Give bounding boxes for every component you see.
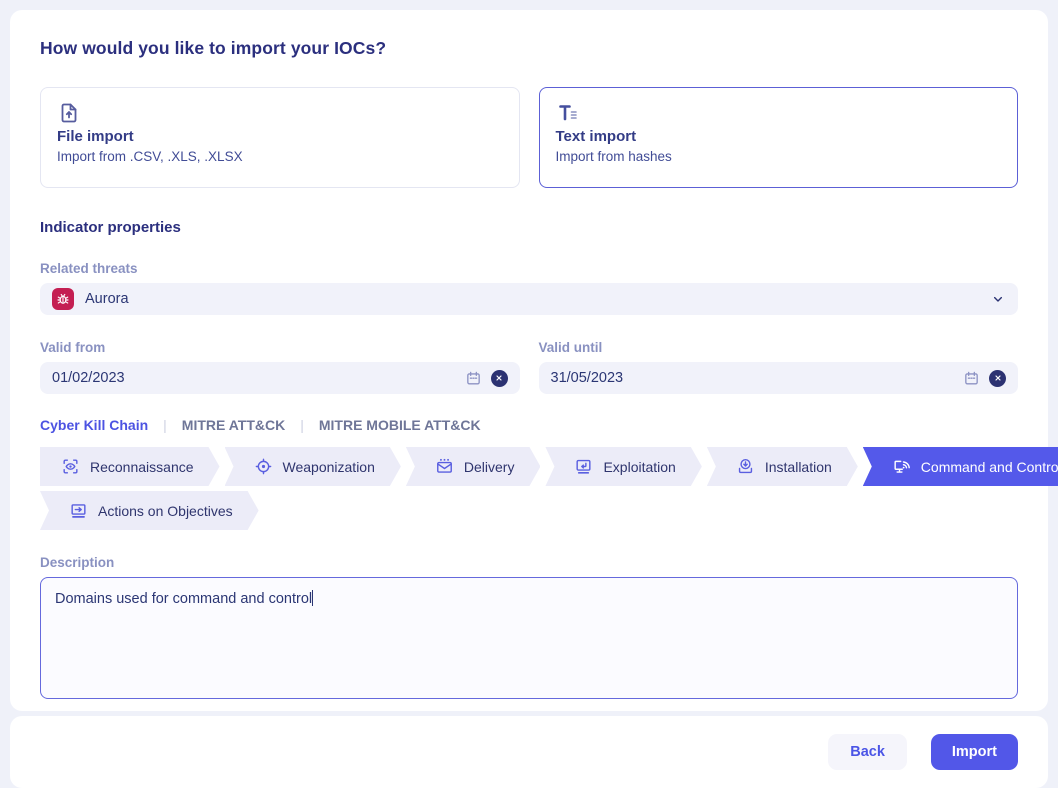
- kill-chain-stages: Reconnaissance Weaponization: [40, 447, 1018, 530]
- bug-icon: [55, 291, 71, 307]
- page-title: How would you like to import your IOCs?: [40, 38, 387, 58]
- description-label: Description: [40, 555, 115, 570]
- file-import-card[interactable]: File import Import from .CSV, .XLS, .XLS…: [40, 87, 520, 188]
- valid-until-input[interactable]: 31/05/2023: [538, 362, 1018, 394]
- related-threats-select[interactable]: Aurora: [40, 283, 1018, 315]
- calendar-icon[interactable]: [963, 370, 980, 387]
- import-options: File import Import from .CSV, .XLS, .XLS…: [40, 87, 1018, 188]
- eye-scan-icon: [61, 457, 80, 476]
- valid-until-label: Valid until: [538, 340, 603, 355]
- back-button[interactable]: Back: [828, 734, 907, 770]
- text-import-card[interactable]: Text import Import from hashes: [538, 87, 1018, 188]
- stage-reconnaissance[interactable]: Reconnaissance: [40, 447, 220, 486]
- tab-cyber-kill-chain[interactable]: Cyber Kill Chain: [40, 417, 149, 433]
- related-threats-value: Aurora: [85, 291, 129, 307]
- monitor-signal-icon: [892, 457, 911, 476]
- calendar-icon[interactable]: [465, 370, 482, 387]
- kill-chain-row: Actions on Objectives: [40, 491, 1018, 530]
- target-icon: [254, 457, 273, 476]
- tab-mitre-mobile-attack[interactable]: MITRE MOBILE ATT&CK: [318, 417, 481, 433]
- stage-actions-on-objectives[interactable]: Actions on Objectives: [40, 491, 259, 530]
- file-import-title: File import: [57, 128, 134, 145]
- tab-mitre-attack[interactable]: MITRE ATT&CK: [181, 417, 286, 433]
- footer-actions: Back Import: [10, 716, 1048, 788]
- stage-label: Actions on Objectives: [98, 502, 233, 519]
- stage-label: Exploitation: [603, 458, 676, 475]
- valid-until-group: Valid until 31/05/2023: [538, 315, 1018, 394]
- stage-weaponization[interactable]: Weaponization: [225, 447, 401, 486]
- related-threats-label: Related threats: [40, 261, 138, 276]
- stage-delivery[interactable]: Delivery: [406, 447, 541, 486]
- valid-until-value: 31/05/2023: [550, 370, 624, 386]
- valid-from-label: Valid from: [40, 340, 106, 355]
- window-exploit-icon: [574, 457, 593, 476]
- stage-exploitation[interactable]: Exploitation: [545, 447, 701, 486]
- mail-alert-icon: [435, 457, 454, 476]
- stage-label: Installation: [764, 458, 832, 475]
- indicator-properties-heading: Indicator properties: [40, 219, 181, 236]
- valid-from-group: Valid from 01/02/2023: [40, 315, 520, 394]
- file-import-subtitle: Import from .CSV, .XLS, .XLSX: [57, 149, 243, 164]
- kill-chain-row: Reconnaissance Weaponization: [40, 447, 1018, 486]
- clear-date-button[interactable]: [490, 369, 508, 387]
- stage-command-and-control[interactable]: Command and Control: [863, 447, 1058, 486]
- import-button[interactable]: Import: [930, 734, 1018, 770]
- validity-dates-row: Valid from 01/02/2023 Valid un: [40, 315, 1018, 394]
- stage-label: Command and Control: [920, 458, 1058, 475]
- download-tray-icon: [736, 457, 755, 476]
- threat-badge: [52, 288, 74, 310]
- clear-date-button[interactable]: [989, 369, 1006, 387]
- text-caret: [312, 590, 314, 606]
- text-import-title: Text import: [555, 128, 637, 145]
- stage-installation[interactable]: Installation: [707, 447, 858, 486]
- monitor-arrow-icon: [69, 501, 88, 520]
- framework-tabs: Cyber Kill Chain | MITRE ATT&CK | MITRE …: [40, 417, 1018, 433]
- file-upload-icon: [57, 101, 503, 125]
- valid-from-value: 01/02/2023: [52, 370, 125, 386]
- description-textarea[interactable]: Domains used for command and control: [40, 577, 1018, 699]
- stage-label: Reconnaissance: [90, 458, 194, 475]
- valid-from-input[interactable]: 01/02/2023: [40, 362, 520, 394]
- tab-separator: |: [163, 417, 167, 433]
- tab-separator: |: [300, 417, 304, 433]
- stage-label: Delivery: [463, 458, 515, 475]
- text-import-subtitle: Import from hashes: [555, 149, 672, 164]
- description-text: Domains used for command and control: [55, 591, 313, 607]
- text-lines-icon: [556, 101, 1002, 125]
- stage-label: Weaponization: [282, 458, 375, 475]
- import-iocs-panel: How would you like to import your IOCs? …: [10, 10, 1048, 711]
- chevron-down-icon: [990, 291, 1006, 307]
